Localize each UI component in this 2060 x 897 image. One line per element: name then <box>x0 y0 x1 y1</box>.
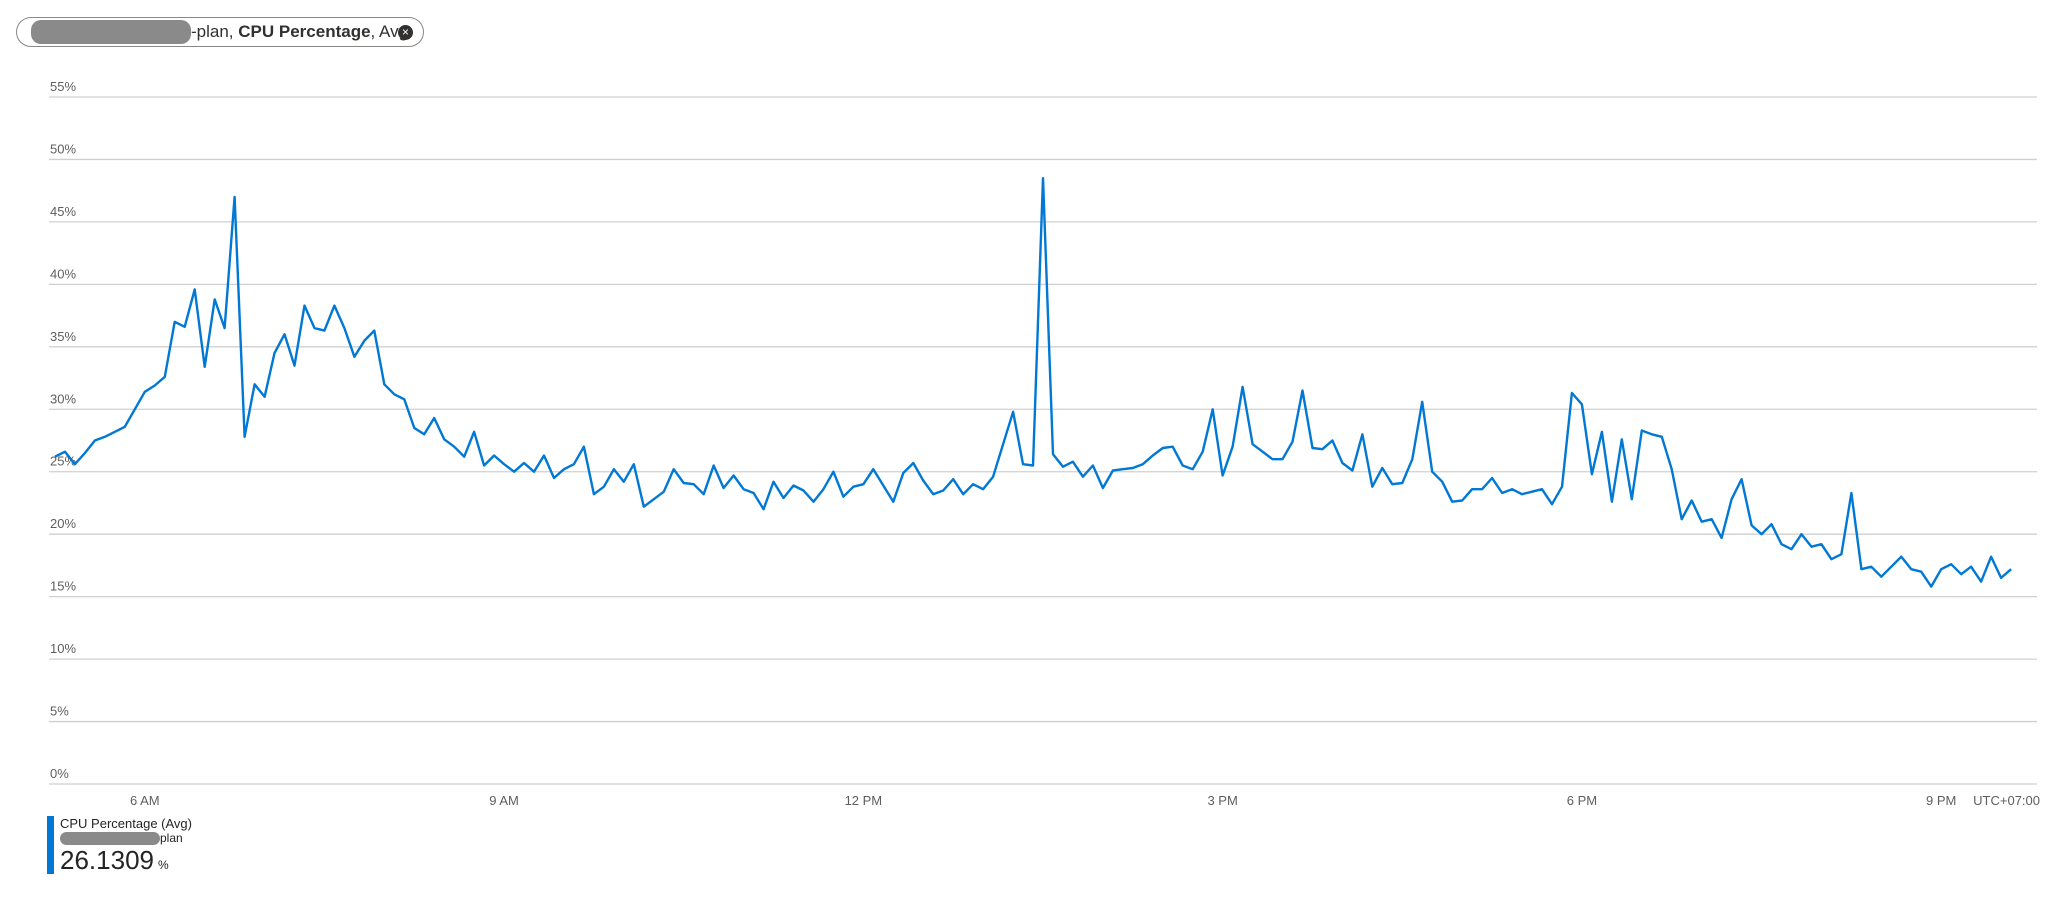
chart: 0%5%10%15%20%25%30%35%40%45%50%55%6 AM 9 … <box>49 79 2040 808</box>
y-tick-label: 50% <box>50 141 76 156</box>
y-tick-label: 15% <box>50 579 76 594</box>
legend: CPU Percentage (Avg) plan 26.1309% <box>47 816 192 875</box>
y-tick-label: 55% <box>50 79 76 94</box>
y-tick-label: 20% <box>50 516 76 531</box>
x-tick-label: 6 PM <box>1567 793 1597 808</box>
x-tick-label: 6 AM <box>130 793 160 808</box>
legend-resource-suffix: plan <box>160 831 183 845</box>
y-tick-label: 0% <box>50 766 69 781</box>
summary-unit: % <box>157 858 169 872</box>
legend-value: 26.1309% <box>60 845 192 880</box>
chip-close[interactable]: × <box>398 25 413 40</box>
y-tick-label: 40% <box>50 266 76 281</box>
chip-resource: -plan, <box>191 22 234 41</box>
y-tick-label: 30% <box>50 391 76 406</box>
x-tick-label: 12 PM <box>845 793 883 808</box>
summary-value: 26.1309 <box>60 845 154 875</box>
timezone-label: UTC+07:00 <box>1973 793 2040 808</box>
y-tick-label: 35% <box>50 329 76 344</box>
x-tick-label: 9 AM <box>489 793 519 808</box>
redacted-text <box>60 831 160 845</box>
redacted-text <box>31 20 191 44</box>
y-tick-label: 5% <box>50 704 69 719</box>
data-line <box>54 177 2012 588</box>
x-tick-label: 9 PM <box>1926 793 1956 808</box>
y-tick-label: 45% <box>50 204 76 219</box>
x-tick-label: 3 PM <box>1207 793 1237 808</box>
chip-metric: CPU Percentage <box>238 22 371 41</box>
legend-resource: plan <box>60 831 192 845</box>
y-tick-label: 10% <box>50 641 76 656</box>
legend-name: CPU Percentage (Avg) <box>60 816 192 831</box>
metric-chip[interactable]: -plan, CPU Percentage, Avg × <box>16 17 424 47</box>
